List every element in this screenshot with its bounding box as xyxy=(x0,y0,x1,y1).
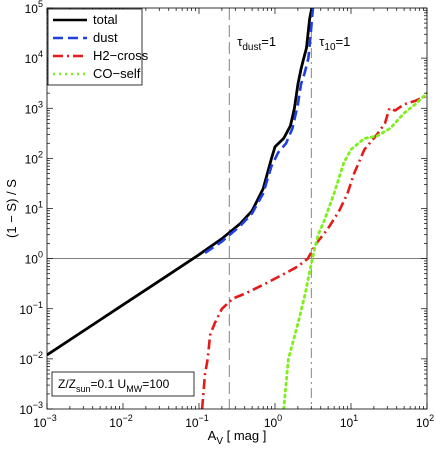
x-tick-label: 101 xyxy=(340,413,358,430)
y-tick-label: 100 xyxy=(25,250,43,267)
annotation-text: Z/Zsun=0.1 UMW=100 xyxy=(58,377,170,394)
axis-ticks: 10−3 10−2 10−1 100 101 102 10−3 10−2 10−1 100 101 1… xyxy=(19,0,434,430)
y-tick-label: 10−3 xyxy=(19,400,43,417)
x-tick-label: 10−2 xyxy=(109,413,133,430)
legend-box xyxy=(47,8,143,86)
svg-text:τdust=1: τdust=1 xyxy=(237,34,276,53)
legend-swatches xyxy=(53,18,87,76)
y-tick-label: 102 xyxy=(25,149,43,166)
legend-label-total: total xyxy=(93,12,118,27)
series-dust xyxy=(204,8,315,254)
legend-label-co-self: CO−self xyxy=(93,66,141,81)
reference-lines xyxy=(47,8,427,409)
svg-text:τ10=1: τ10=1 xyxy=(319,34,350,53)
y-tick-label: 103 xyxy=(25,99,43,116)
tau-10-label: τ10=1 xyxy=(319,34,350,53)
x-axis-label: AV [ mag ] xyxy=(208,428,267,447)
series-h2-cross xyxy=(200,94,427,409)
svg-text:(1 − S) / S: (1 − S) / S xyxy=(4,179,19,238)
series-co-self xyxy=(282,91,427,409)
series-lines xyxy=(47,8,427,409)
annotation-box xyxy=(51,371,195,397)
x-tick-label: 10−3 xyxy=(33,413,57,430)
y-tick-label: 104 xyxy=(25,49,43,66)
x-tick-label: 10−1 xyxy=(185,413,209,430)
tau-dust-label: τdust=1 xyxy=(237,34,276,53)
legend-label-h2-cross: H2−cross xyxy=(93,48,149,63)
x-tick-label: 100 xyxy=(264,413,282,430)
y-tick-label: 10−1 xyxy=(19,300,43,317)
parameter-annotation: Z/Zsun=0.1 UMW=100 xyxy=(51,371,195,397)
svg-text:AV [ mag ]: AV [ mag ] xyxy=(208,428,267,447)
y-tick-label: 105 xyxy=(25,0,43,16)
y-tick-label: 10−2 xyxy=(19,350,43,367)
x-tick-label: 102 xyxy=(416,413,434,430)
y-axis-label: (1 − S) / S xyxy=(4,179,19,238)
legend: total dust H2−cross CO−self xyxy=(47,8,149,86)
y-tick-label: 101 xyxy=(25,200,43,217)
legend-label-dust: dust xyxy=(93,30,118,45)
series-total xyxy=(47,8,314,357)
